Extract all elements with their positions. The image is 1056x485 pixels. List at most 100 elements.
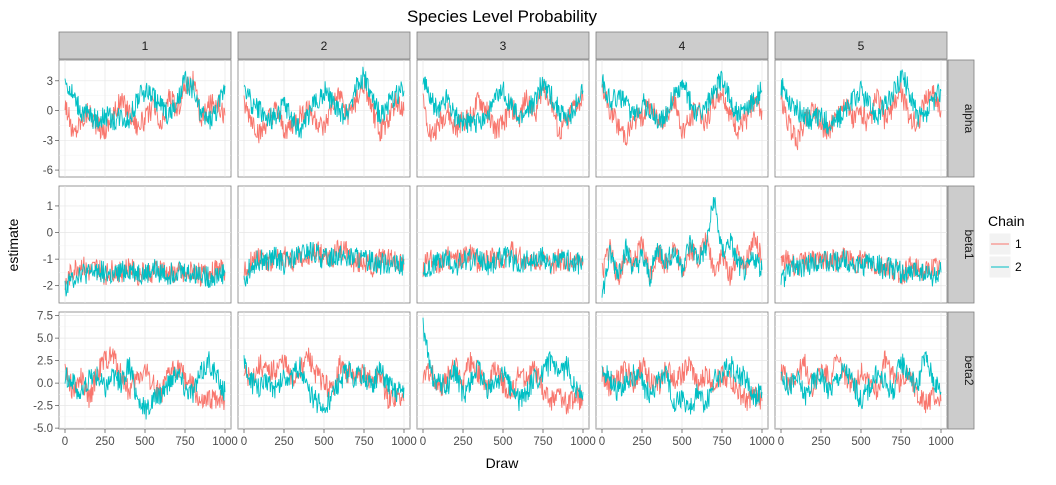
strip-label: 5 [858,39,865,53]
strip-label: 3 [500,39,507,53]
trace-chain-2 [422,76,584,134]
panel-alpha-2 [237,59,411,178]
panel-beta1-1 [58,185,232,304]
legend-title: Chain [988,213,1025,229]
trace-chain-1 [243,347,405,410]
y-tick-label: 0.0 [37,378,53,390]
x-tick-label: 750 [354,436,373,448]
legend-key-2: 2 [988,255,1022,279]
strip-background [947,185,975,304]
legend-label-chain-1: 1 [1015,237,1022,251]
x-axis-title: Draw [486,455,520,471]
y-tick-label: 0 [47,106,53,118]
legend-key-1: 1 [988,232,1022,256]
strip-background [416,31,590,60]
trace-chain-2 [243,241,405,287]
trace-chain-1 [243,239,405,280]
y-tick-label: 1 [47,201,53,213]
y-tick-label: -3 [43,135,53,147]
trace-chain-2 [601,356,763,415]
y-tick-label: -2 [43,281,53,293]
facet-column-strip-5: 5 [774,31,948,60]
x-tick-label: 0 [778,436,784,448]
x-tick-label: 0 [241,436,247,448]
strip-label: 2 [321,39,328,53]
trace-chain-2 [780,68,942,135]
x-tick-label: 250 [811,436,830,448]
x-tick-label: 1000 [928,436,954,448]
trace-chain-2 [64,351,226,420]
strip-label: beta2 [962,355,976,385]
x-tick-label: 1000 [391,436,417,448]
strip-background [774,31,948,60]
x-tick-label: 250 [632,436,651,448]
x-tick-label: 750 [175,436,194,448]
trace-chain-1 [601,356,763,411]
x-tick-label: 500 [672,436,691,448]
y-tick-label: 7.5 [37,311,53,323]
y-tick-label: -2.5 [33,401,53,413]
panel-beta2-4 [595,311,769,430]
x-tick-label: 1000 [749,436,775,448]
trace-chain-2 [422,246,584,278]
y-tick-label: 3 [47,76,53,88]
strip-label: 1 [142,39,149,53]
strip-background [947,311,975,430]
x-tick-label: 0 [420,436,426,448]
x-tick-label: 500 [493,436,512,448]
strip-label: 4 [679,39,686,53]
strip-background [58,31,232,60]
chart-title: Species Level Probability [407,7,597,26]
panel-beta1-3 [416,185,590,304]
x-tick-label: 1000 [570,436,596,448]
panel-beta1-2 [237,185,411,304]
panel-beta2-2 [237,311,411,430]
y-tick-label: 2.5 [37,356,53,368]
facet-column-strip-1: 1 [58,31,232,60]
strip-background [947,59,975,178]
strip-background [237,31,411,60]
facet-row-strip-beta1: beta1 [947,185,976,304]
trace-chain-2 [243,66,405,139]
trace-chain-2 [780,249,942,288]
trace-chain-2 [64,259,226,297]
x-tick-label: 0 [62,436,68,448]
y-tick-label: 5.0 [37,333,53,345]
x-tick-label: 500 [314,436,333,448]
y-tick-label: -6 [43,165,53,177]
x-tick-label: 250 [95,436,114,448]
trace-chain-2 [601,196,763,298]
trace-chain-1 [601,83,763,147]
panel-alpha-1 [58,59,232,178]
x-tick-label: 250 [453,436,472,448]
strip-label: alpha [962,104,976,134]
x-tick-label: 250 [274,436,293,448]
panel-beta2-1 [58,311,232,430]
panel-beta2-3 [416,311,590,430]
legend: Chain 1 2 [988,213,1025,279]
trace-chain-2 [422,317,584,412]
legend-label-chain-2: 2 [1015,260,1022,274]
y-tick-label: -1 [43,254,53,266]
facet-row-strip-beta2: beta2 [947,311,976,430]
facet-column-strip-4: 4 [595,31,769,60]
trace-chain-1 [422,80,584,142]
strip-label: beta1 [962,229,976,259]
x-tick-label: 750 [891,436,910,448]
y-tick-label: 0 [47,228,53,240]
trace-chain-2 [780,351,942,410]
x-tick-label: 1000 [212,436,238,448]
facet-column-strip-2: 2 [237,31,411,60]
x-tick-label: 500 [135,436,154,448]
trace-chain-2 [64,70,226,131]
panel-beta1-4 [595,185,769,304]
panel-beta2-5 [774,311,948,430]
facet-panels: 1 2 3 4 5 alpha beta1 beta2 -6 -3 0 3 -2 -1 0 1 -5.0 -2.5… [33,31,976,448]
trace-chain-2 [601,70,763,129]
x-tick-label: 750 [533,436,552,448]
facet-row-strip-alpha: alpha [947,59,976,178]
y-axis-title: estimate [5,218,21,271]
x-tick-label: 750 [712,436,731,448]
x-tick-label: 500 [851,436,870,448]
